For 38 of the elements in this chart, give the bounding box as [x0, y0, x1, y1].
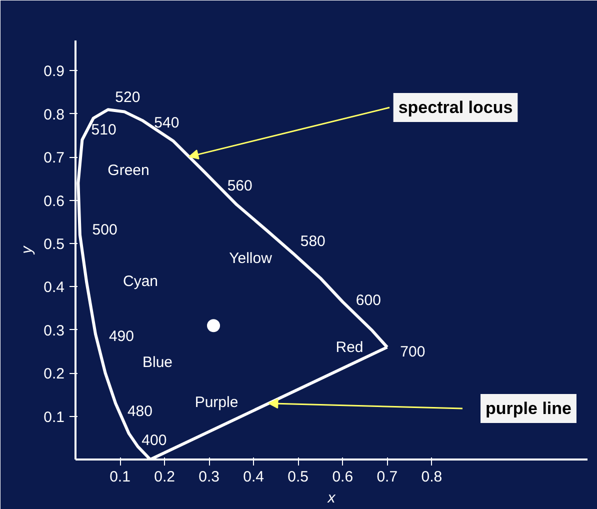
y-tick-label: 0.8: [44, 106, 65, 124]
x-tick-label: 0.6: [332, 468, 354, 486]
annotation: 400: [142, 432, 167, 450]
y-tick-label: 0.3: [44, 322, 65, 340]
x-tick-label: 0.4: [243, 468, 264, 486]
annotation: 560: [227, 177, 252, 194]
annotation: 490: [108, 328, 134, 346]
annotation: Yellow: [229, 250, 272, 267]
annotation: Blue: [142, 354, 173, 371]
y-tick-label: 0.5: [44, 236, 65, 254]
y-tick-label: 0.1: [44, 408, 65, 426]
annotation: Cyan: [122, 273, 158, 290]
y-tick-label: 0.4: [44, 279, 65, 296]
annotation: 700: [400, 343, 426, 360]
annotation: 510: [91, 121, 116, 138]
x-tick-label: 0.1: [110, 468, 130, 486]
x-tick-label: 0.8: [421, 468, 442, 486]
annotation: Red: [336, 339, 364, 356]
y-tick-label: 0.7: [44, 150, 65, 167]
annotation: 580: [300, 232, 326, 250]
x-axis-title: x: [326, 490, 336, 506]
x-tick-label: 0.5: [288, 468, 309, 486]
annotation: 480: [127, 402, 152, 420]
x-tick-label: 0.2: [154, 468, 175, 486]
y-tick-label: 0.2: [44, 366, 65, 383]
annotation: Green: [108, 162, 150, 179]
annotation: 540: [154, 114, 180, 132]
x-tick-label: 0.7: [376, 468, 398, 486]
x-tick-label: 0.3: [198, 468, 220, 486]
annotation: 520: [115, 89, 140, 106]
text: purple line: [486, 399, 572, 418]
y-axis-title: y: [18, 244, 36, 255]
y-tick-label: 0.6: [44, 192, 65, 210]
text: spectral locus: [398, 98, 513, 117]
y-tick-label: 0.9: [44, 63, 65, 80]
annotation: 500: [92, 222, 118, 239]
annotation: 600: [356, 292, 381, 309]
annotation: Purple: [194, 394, 238, 411]
